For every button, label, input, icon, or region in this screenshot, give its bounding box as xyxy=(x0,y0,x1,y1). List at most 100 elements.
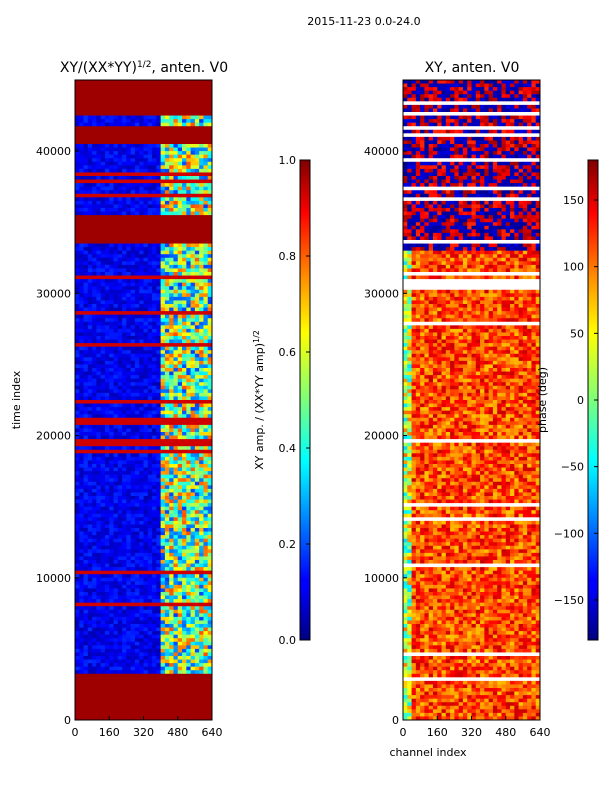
heatmap-cell xyxy=(147,332,153,337)
heatmap-cell xyxy=(130,314,136,319)
heatmap-cell xyxy=(104,471,110,476)
heatmap-cell xyxy=(113,129,119,134)
heatmap-cell xyxy=(96,545,102,550)
heatmap-cell xyxy=(147,414,153,419)
heatmap-cell xyxy=(134,279,140,284)
heatmap-cell xyxy=(79,524,84,529)
heatmap-cell xyxy=(130,336,136,340)
heatmap-cell xyxy=(143,172,149,177)
heatmap-cell xyxy=(182,115,187,120)
heatmap-cell xyxy=(203,574,209,579)
heatmap-cell xyxy=(143,83,149,88)
heatmap-cell xyxy=(100,392,106,397)
heatmap-cell xyxy=(92,520,97,525)
heatmap-cell xyxy=(182,272,187,276)
heatmap-cell xyxy=(75,474,80,479)
heatmap-cell xyxy=(199,414,204,419)
heatmap-cell xyxy=(104,90,110,95)
heatmap-cell xyxy=(186,439,191,444)
heatmap-cell xyxy=(173,460,179,465)
heatmap-cell xyxy=(126,392,132,397)
heatmap-cell xyxy=(143,545,149,550)
heatmap-cell xyxy=(164,122,170,127)
heatmap-cell xyxy=(126,378,132,383)
heatmap-cell xyxy=(83,172,89,177)
heatmap-cell xyxy=(126,311,132,316)
heatmap-cell xyxy=(126,158,132,163)
heatmap-cell xyxy=(143,560,149,564)
heatmap-cell xyxy=(182,560,187,564)
heatmap-cell xyxy=(104,506,110,511)
heatmap-cell xyxy=(169,499,174,504)
heatmap-cell xyxy=(134,435,140,440)
heatmap-cell xyxy=(207,588,213,593)
heatmap-cell xyxy=(207,250,213,255)
heatmap-cell xyxy=(173,353,179,358)
heatmap-cell xyxy=(117,460,123,465)
heatmap-cell xyxy=(139,286,144,291)
heatmap-cell xyxy=(199,503,204,508)
heatmap-cell xyxy=(173,304,179,308)
heatmap-cell xyxy=(173,368,179,372)
heatmap-cell xyxy=(152,200,157,205)
heatmap-cell xyxy=(194,279,200,284)
heatmap-cell xyxy=(190,346,196,351)
heatmap-cell xyxy=(134,215,140,220)
heatmap-cell xyxy=(164,496,170,500)
heatmap-cell xyxy=(113,513,119,518)
heatmap-cell xyxy=(87,510,93,515)
heatmap-cell xyxy=(134,439,140,444)
heatmap-cell xyxy=(87,186,93,191)
heatmap-cell xyxy=(160,503,166,508)
heatmap-cell xyxy=(113,247,119,252)
heatmap-cell xyxy=(75,200,80,205)
heatmap-cell xyxy=(113,97,119,102)
heatmap-cell xyxy=(173,410,179,415)
heatmap-cell xyxy=(169,83,174,88)
heatmap-cell xyxy=(75,492,80,497)
heatmap-cell xyxy=(104,190,110,195)
heatmap-cell xyxy=(87,87,93,92)
heatmap-cell xyxy=(96,552,102,557)
heatmap-cell xyxy=(203,392,209,397)
heatmap-cell xyxy=(169,421,174,426)
heatmap-cell xyxy=(207,264,213,269)
heatmap-cell xyxy=(96,542,102,547)
heatmap-cell xyxy=(113,80,119,84)
heatmap-cell xyxy=(96,232,102,237)
heatmap-cell xyxy=(152,101,157,106)
heatmap-cell xyxy=(104,563,110,568)
heatmap-cell xyxy=(186,250,191,255)
heatmap-cell xyxy=(122,90,127,95)
heatmap-cell xyxy=(126,435,132,440)
heatmap-cell xyxy=(134,513,140,518)
heatmap-cell xyxy=(199,304,204,308)
heatmap-cell xyxy=(126,296,132,301)
heatmap-cell xyxy=(100,385,106,390)
heatmap-cell xyxy=(134,197,140,202)
heatmap-cell xyxy=(152,599,157,604)
heatmap-cell xyxy=(186,570,191,575)
heatmap-cell xyxy=(100,168,106,173)
heatmap-cell xyxy=(100,499,106,504)
heatmap-cell xyxy=(134,247,140,252)
heatmap-cell xyxy=(122,595,127,600)
heatmap-cell xyxy=(126,506,132,511)
heatmap-cell xyxy=(79,336,84,340)
heatmap-cell xyxy=(104,435,110,440)
heatmap-cell xyxy=(186,428,191,433)
heatmap-cell xyxy=(194,115,200,120)
heatmap-cell xyxy=(143,624,149,628)
heatmap-cell xyxy=(79,624,84,628)
heatmap-cell xyxy=(104,286,110,291)
heatmap-cell xyxy=(100,101,106,106)
heatmap-cell xyxy=(156,588,162,593)
heatmap-cell xyxy=(160,200,166,205)
heatmap-cell xyxy=(164,584,170,589)
heatmap-cell xyxy=(143,133,149,138)
heatmap-cell xyxy=(143,300,149,305)
heatmap-cell xyxy=(79,471,84,476)
heatmap-cell xyxy=(199,606,204,611)
heatmap-cell xyxy=(203,293,209,298)
heatmap-cell xyxy=(75,346,80,351)
